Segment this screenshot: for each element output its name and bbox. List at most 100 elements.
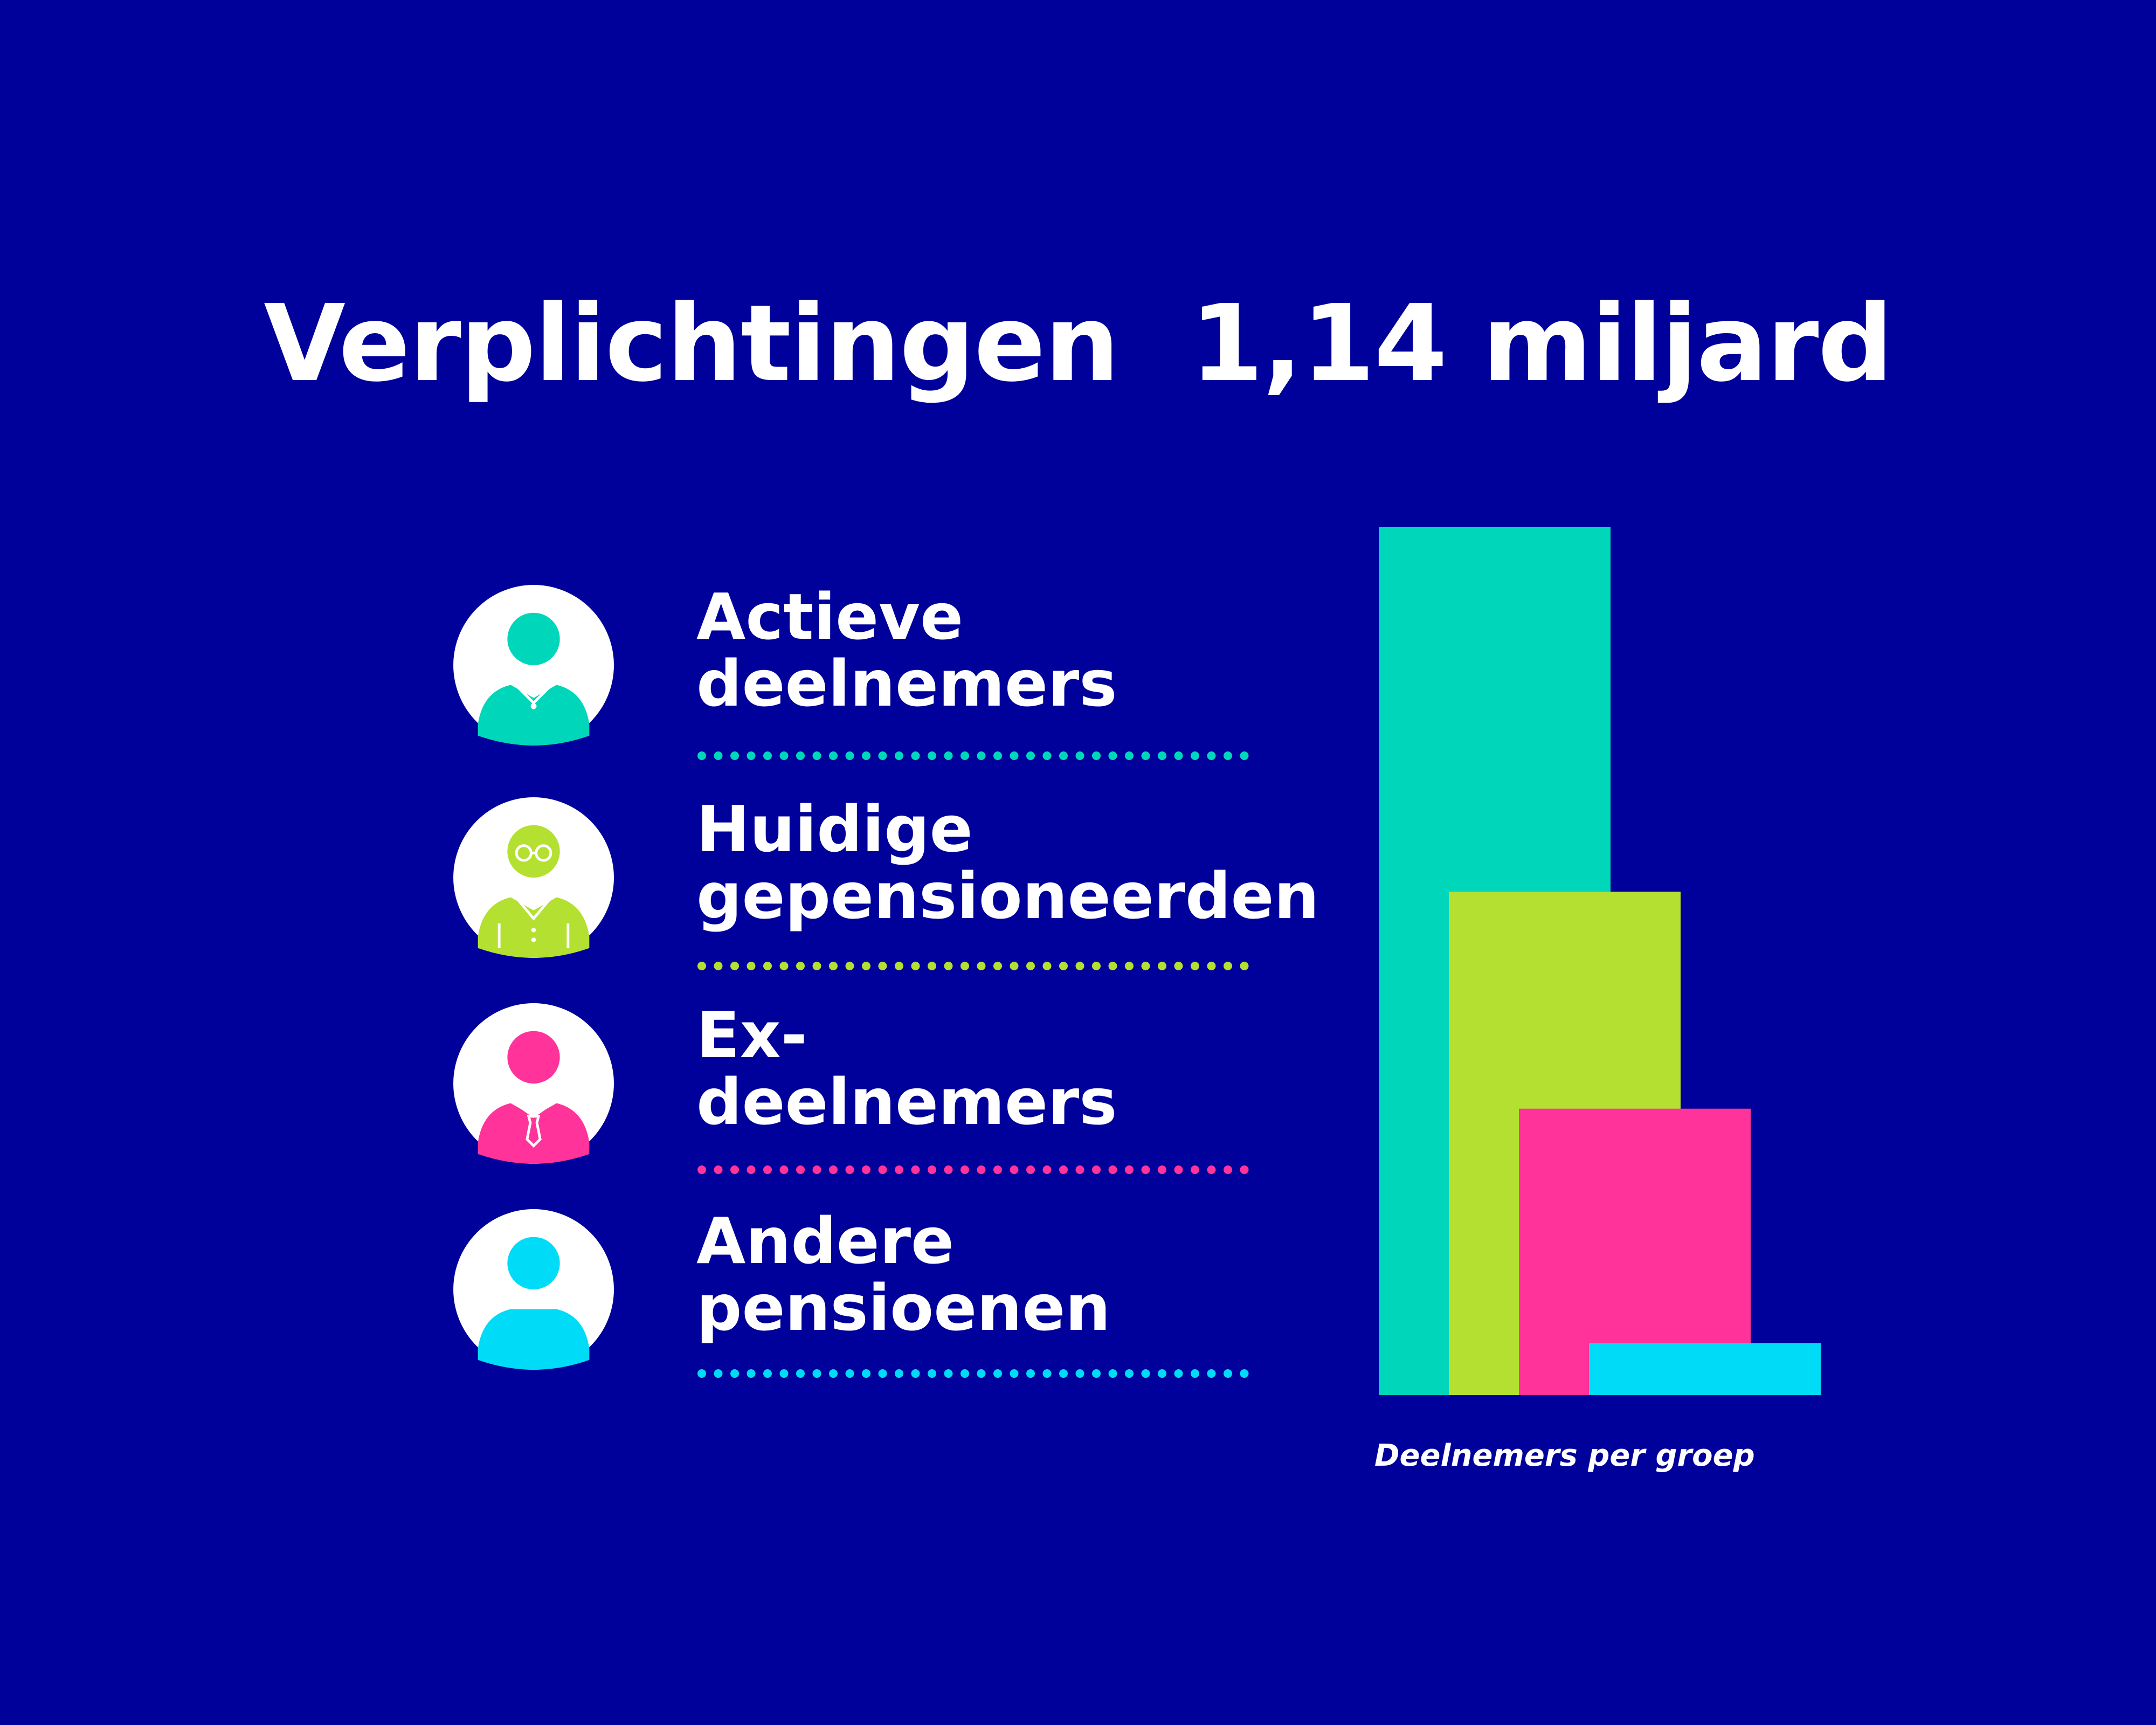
group-label-actieve: Actieve deelnemers [696,583,1117,717]
divider-dot [1075,962,1084,970]
divider-dot [862,1369,870,1378]
divider-dot [1092,1369,1101,1378]
group-label-line2: deelnemers [696,646,1117,721]
divider-dot [911,1165,920,1174]
divider-dot [1010,1369,1019,1378]
x-axis-label: Deelnemers per groep [1374,1438,1755,1473]
divider-dot [697,751,706,760]
dotted-divider [697,1369,1249,1378]
page-title: Verplichtingen 1,14 miljard [264,282,1893,405]
divider-dot [993,751,1002,760]
divider-dot [1224,962,1232,970]
divider-dot [730,962,739,970]
divider-dot [895,751,903,760]
divider-dot [1092,962,1101,970]
divider-dot [1108,962,1117,970]
divider-dot [697,1165,706,1174]
dotted-divider [697,962,1249,970]
divider-dot [829,1369,838,1378]
divider-dot [928,751,936,760]
group-label-andere: Andere pensioenen [696,1208,1110,1341]
divider-dot [714,751,723,760]
divider-dot [1174,751,1183,760]
divider-dot [697,1369,706,1378]
group-label-line1: Ex- [696,998,807,1072]
group-label-ex: Ex- deelnemers [696,1002,1117,1135]
divider-dot [928,962,936,970]
divider-dot [763,1369,772,1378]
person-icon [453,585,614,746]
divider-dot [779,962,789,970]
divider-dot [1075,751,1084,760]
divider-dot [911,1369,920,1378]
divider-dot [829,962,838,970]
group-label-huidige: Huidige gepensioneerden [696,796,1319,929]
divider-dot [779,1165,789,1174]
divider-dot [1108,751,1117,760]
divider-dot [878,962,887,970]
divider-dot [747,962,756,970]
divider-dot [796,751,805,760]
divider-dot [977,1165,986,1174]
dotted-divider [697,1165,1249,1174]
divider-dot [1141,1369,1150,1378]
divider-dot [1207,962,1216,970]
divider-dot [1059,962,1068,970]
divider-dot [960,1165,969,1174]
divider-dot [796,1369,805,1378]
divider-dot [944,962,953,970]
divider-dot [1224,1165,1232,1174]
divider-dot [1059,751,1068,760]
divider-dot [747,751,756,760]
divider-dot [779,1369,789,1378]
divider-dot [1125,962,1134,970]
group-label-line2: gepensioneerden [696,859,1319,933]
divider-dot [944,1369,953,1378]
divider-dot [730,1369,739,1378]
divider-dot [993,1165,1002,1174]
divider-dot [1026,962,1035,970]
group-label-line1: Andere [696,1204,955,1278]
group-label-line1: Huidige [696,792,973,866]
divider-dot [1059,1165,1068,1174]
divider-dot [1010,962,1019,970]
divider-dot [1125,1165,1134,1174]
divider-dot [1059,1369,1068,1378]
divider-dot [1042,962,1052,970]
divider-dot [862,751,870,760]
divider-dot [1240,751,1249,760]
divider-dot [779,751,789,760]
divider-dot [812,1369,821,1378]
person-icon [453,1209,614,1370]
divider-dot [944,751,953,760]
divider-dot [1240,1165,1249,1174]
divider-dot [845,1165,854,1174]
divider-dot [1240,1369,1249,1378]
divider-dot [730,1165,739,1174]
divider-dot [960,1369,969,1378]
divider-dot [1141,962,1150,970]
group-label-line1: Actieve [696,579,964,654]
divider-dot [977,1369,986,1378]
group-row-actieve: Actieve deelnemers [452,583,1341,760]
divider-dot [829,751,838,760]
divider-dot [747,1369,756,1378]
divider-dot [960,962,969,970]
divider-dot [1141,751,1150,760]
divider-dot [1075,1165,1084,1174]
divider-dot [1191,1369,1199,1378]
retiree-icon [453,797,614,958]
divider-dot [796,962,805,970]
group-row-andere: Andere pensioenen [452,1208,1341,1380]
divider-dot [829,1165,838,1174]
divider-dot [812,1165,821,1174]
divider-dot [1042,1369,1052,1378]
bar-4 [1589,1343,1821,1395]
divider-dot [1010,751,1019,760]
divider-dot [1092,751,1101,760]
divider-dot [747,1165,756,1174]
divider-dot [1207,1369,1216,1378]
divider-dot [1075,1369,1084,1378]
divider-dot [1125,751,1134,760]
divider-dot [714,1369,723,1378]
